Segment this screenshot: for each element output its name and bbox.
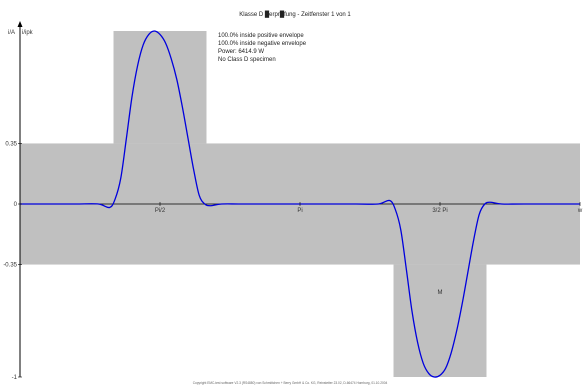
footer-copyright: Copyright EMC-test software V2.3 (RS4880… [193, 381, 388, 385]
y-axis-arrow [17, 21, 23, 27]
envelope-region-1 [113, 31, 207, 144]
x-tick-label-1: Pi [297, 208, 302, 214]
x-tick-label-2: 3/2 Pi [432, 208, 447, 214]
x-tick-label-3: w [577, 208, 583, 214]
series-layer [20, 30, 580, 378]
annotation-layer: M [438, 290, 443, 296]
envelope-region-2 [393, 264, 487, 377]
info-line-2: Power: 6414.9 W [218, 49, 264, 55]
info-line-0: 100.0% inside positive envelope [218, 33, 304, 39]
annotation-0: M [438, 290, 443, 296]
tick-layer: 0.35 0 -0.35 -1 Pi/2 Pi 3/2 Pi w [3, 141, 583, 381]
y-tick-label-0: 0.35 [5, 141, 17, 147]
y-tick-label-1: 0 [14, 202, 18, 208]
y-tick-label-2: -0.35 [3, 263, 17, 269]
y-axis-label-2: i/ipk [22, 30, 34, 36]
chart-title: Klasse D █erpr█fung - Zeitfenster 1 von … [239, 10, 351, 18]
info-line-3: No Class D specimen [218, 57, 276, 63]
x-tick-label-0: Pi/2 [155, 208, 166, 214]
y-tick-label-3: -1 [12, 375, 18, 381]
series-line-0 [20, 30, 580, 378]
info-block: 100.0% inside positive envelope 100.0% in… [218, 33, 307, 63]
y-axis-label: i/A [8, 30, 15, 36]
info-line-1: 100.0% inside negative envelope [218, 41, 307, 47]
